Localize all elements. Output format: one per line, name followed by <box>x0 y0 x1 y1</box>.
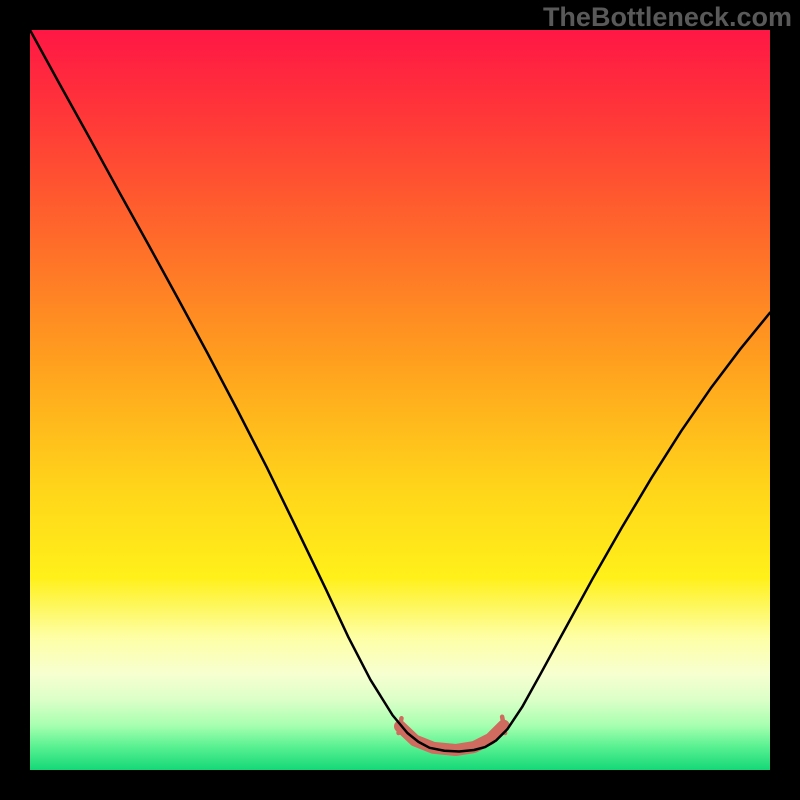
chart-frame: TheBottleneck.com <box>0 0 800 800</box>
chart-svg <box>30 30 770 770</box>
watermark-text: TheBottleneck.com <box>543 2 792 33</box>
chart-background <box>30 30 770 770</box>
plot-area <box>30 30 770 770</box>
